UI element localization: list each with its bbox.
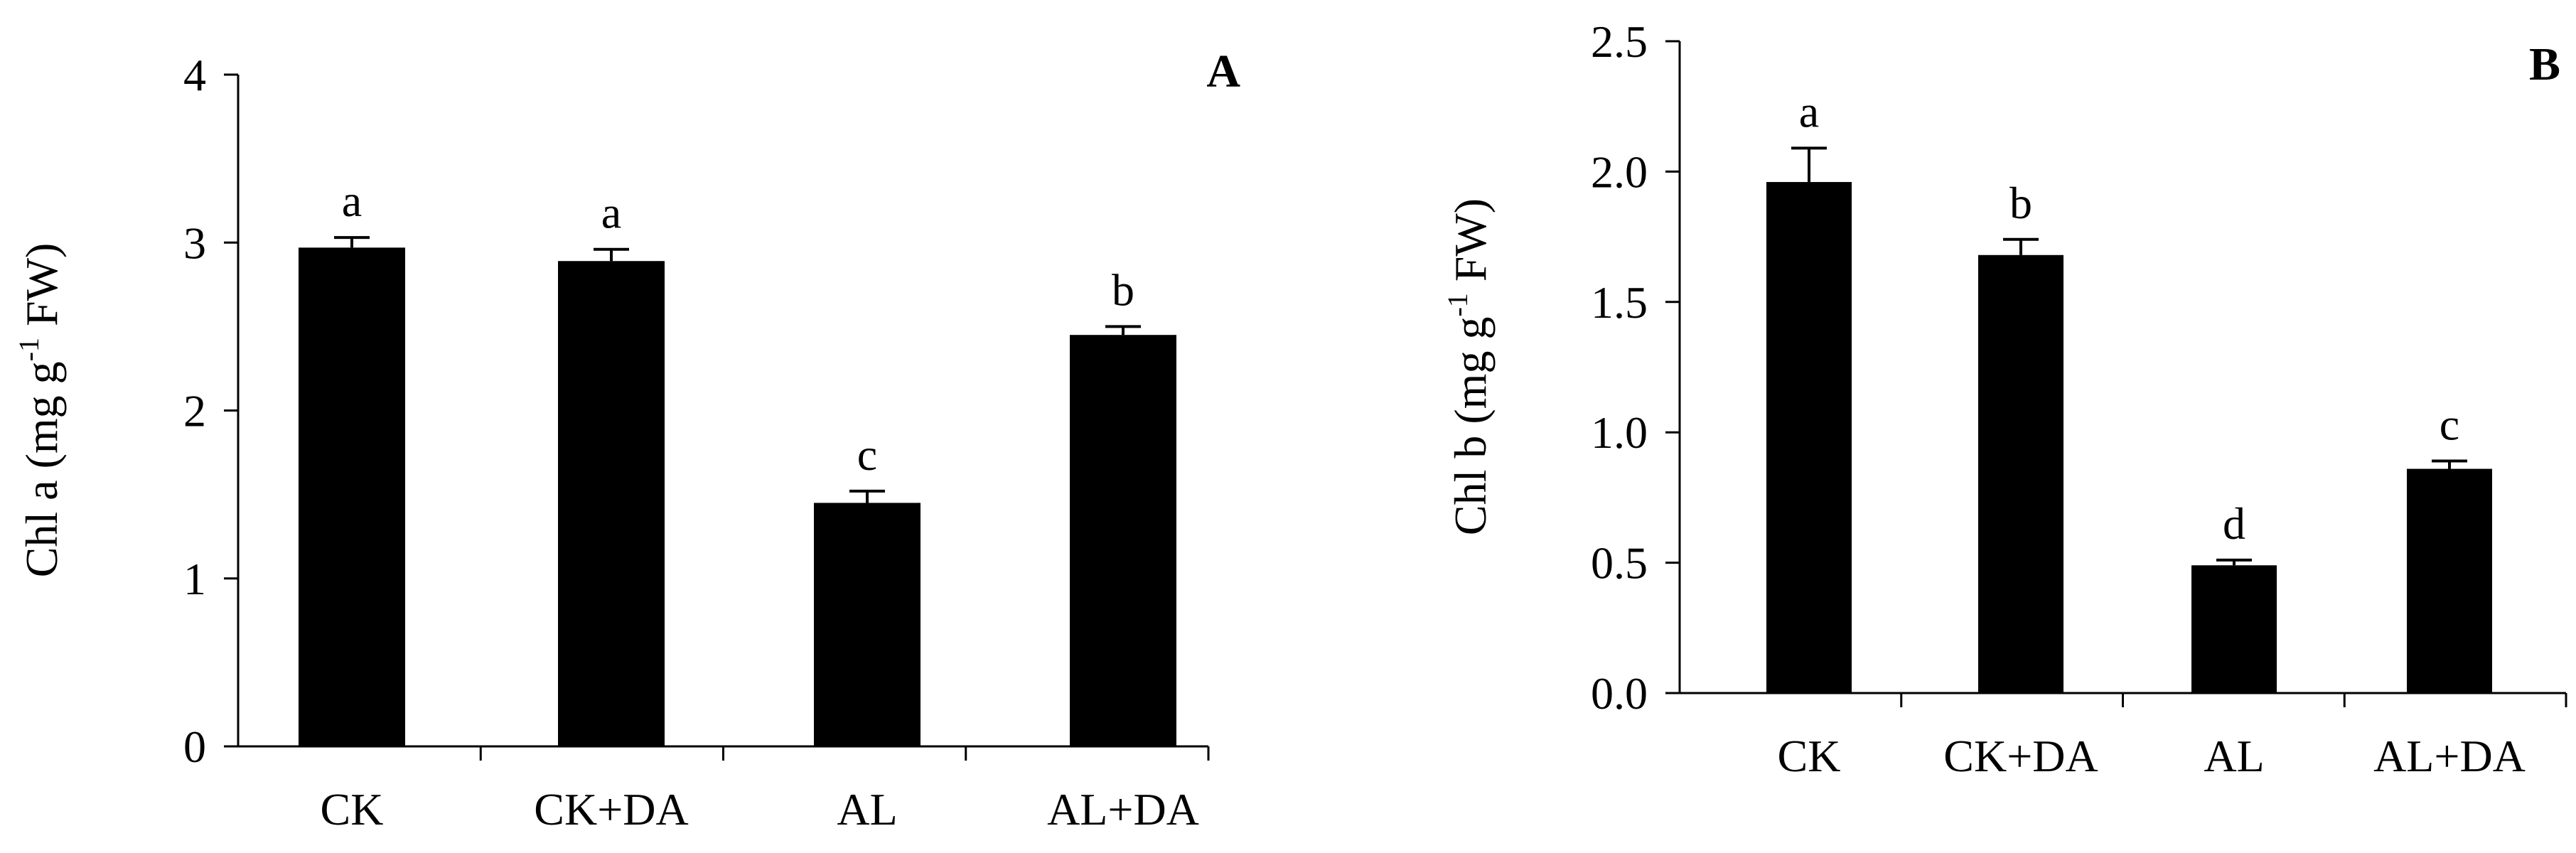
x-tick-label: AL [837, 784, 897, 835]
x-tick-label: AL+DA [2373, 731, 2526, 781]
y-tick-label: 0 [183, 721, 206, 772]
significance-label: b [1112, 264, 1134, 315]
y-tick-label: 2 [183, 386, 206, 436]
y-tick-label: 1.0 [1591, 407, 1648, 458]
x-tick-label: CK [321, 784, 384, 835]
significance-label: a [342, 176, 362, 226]
bar [558, 261, 665, 746]
bar [814, 503, 921, 746]
y-tick-label: 1.5 [1591, 277, 1648, 328]
y-tick-label: 4 [183, 50, 206, 100]
y-axis-label: Chl b (mg g-1 FW) [1442, 198, 1496, 535]
panel-label: B [2529, 38, 2560, 90]
x-tick-label: AL+DA [1047, 784, 1199, 835]
significance-label: d [2223, 498, 2245, 549]
bar [2407, 468, 2492, 693]
chart-panel-b: 0.0 0.5 1.0 1.5 2.0 2.5 a CK b CK+DA d AL c AL+DA Chl … [1442, 16, 2567, 781]
significance-label: c [2440, 399, 2459, 450]
bar [1766, 182, 1852, 693]
y-tick-label: 0.0 [1591, 668, 1648, 719]
chart-panel-a: 0 1 2 3 4 a CK a CK+DA c AL b AL+DA Chl a (mg g-1 FW)… [13, 45, 1240, 835]
panel-label: A [1206, 45, 1240, 97]
bar [1070, 335, 1176, 746]
x-tick-label: AL [2204, 731, 2264, 781]
bar [1978, 254, 2064, 693]
x-tick-label: CK [1778, 731, 1841, 781]
significance-label: a [1799, 86, 1819, 136]
significance-label: c [857, 429, 877, 480]
significance-label: b [2009, 178, 2032, 228]
x-tick-label: CK+DA [534, 784, 688, 835]
bar [2191, 565, 2277, 693]
y-tick-label: 2.5 [1591, 16, 1648, 67]
y-axis-label: Chl a (mg g-1 FW) [13, 243, 67, 578]
bar [299, 247, 405, 746]
significance-label: a [601, 188, 621, 238]
x-tick-label: CK+DA [1943, 731, 2098, 781]
y-tick-label: 0.5 [1591, 538, 1648, 589]
y-tick-label: 1 [183, 554, 206, 604]
y-tick-label: 2.0 [1591, 146, 1648, 197]
y-tick-label: 3 [183, 218, 206, 268]
